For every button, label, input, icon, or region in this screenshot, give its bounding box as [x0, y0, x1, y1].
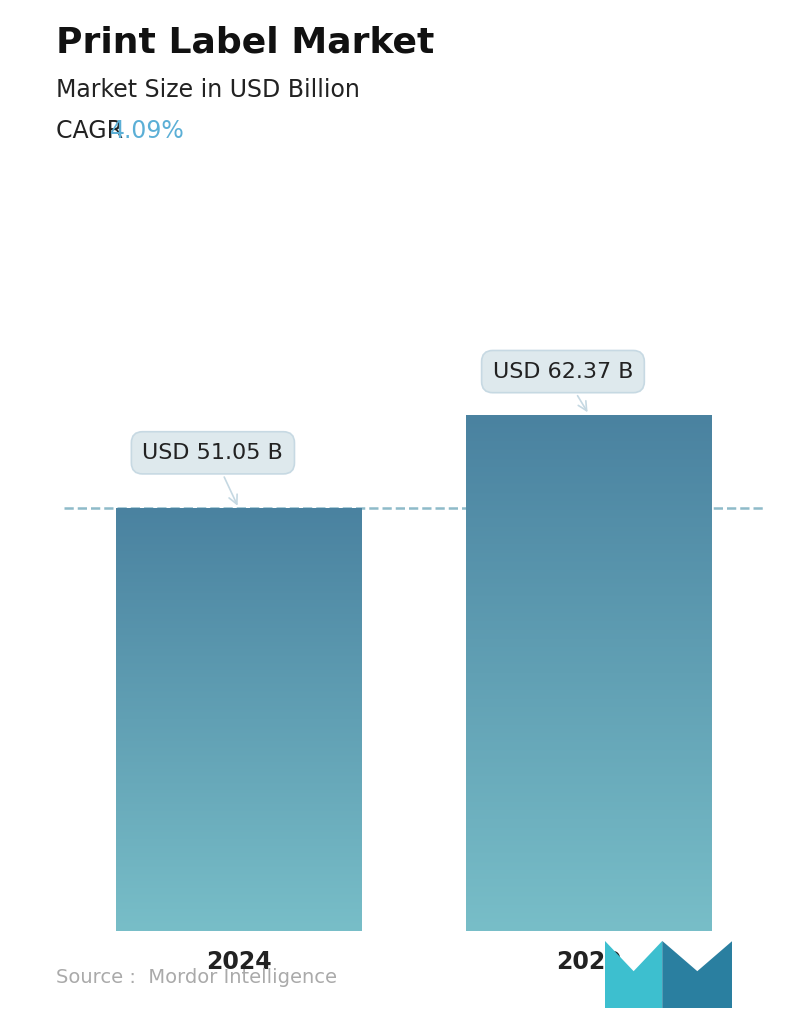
Text: Source :  Mordor Intelligence: Source : Mordor Intelligence [56, 968, 337, 986]
Text: CAGR: CAGR [56, 119, 131, 143]
Text: Print Label Market: Print Label Market [56, 26, 434, 60]
Text: USD 62.37 B: USD 62.37 B [493, 362, 634, 410]
Text: USD 51.05 B: USD 51.05 B [142, 443, 283, 505]
Text: 4.09%: 4.09% [110, 119, 185, 143]
Text: Market Size in USD Billion: Market Size in USD Billion [56, 78, 360, 101]
Polygon shape [662, 941, 732, 1008]
Polygon shape [605, 941, 662, 1008]
